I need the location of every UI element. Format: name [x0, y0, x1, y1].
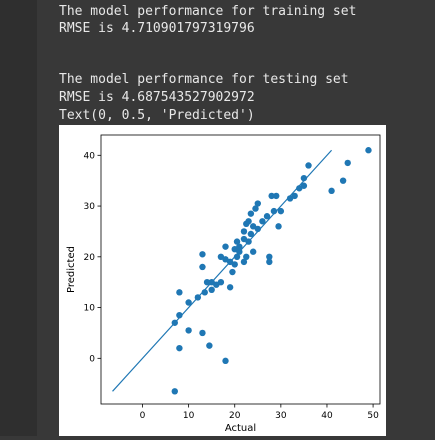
scatter-point [217, 278, 225, 286]
scatter-point [252, 205, 259, 212]
scatter-point [233, 238, 241, 245]
scatter-point [270, 207, 278, 215]
scatter-point [226, 284, 234, 291]
scatter-point [247, 210, 255, 217]
scatter-point [229, 268, 236, 276]
cell-gutter [0, 0, 37, 436]
scatter-point [266, 258, 273, 266]
scatter-point [176, 311, 183, 319]
scatter-point [240, 258, 248, 266]
scatter-point [176, 344, 183, 352]
scatter-point [245, 238, 252, 245]
scatter-point [245, 218, 252, 225]
scatter-point [268, 192, 275, 200]
scatter-point [305, 162, 312, 169]
axes-frame [100, 134, 381, 405]
scatter-point [171, 319, 178, 326]
x-tick-label: 20 [229, 411, 241, 421]
output-line-text-repr: Text(0, 0.5, 'Predicted') [59, 108, 255, 123]
x-tick-label: 0 [140, 411, 146, 421]
y-axis-label: Predicted [66, 246, 77, 293]
scatter-point [231, 261, 238, 268]
y-tick-label: 30 [84, 202, 96, 212]
scatter-plot-figure: 0 10 20 30 40 50 0 10 20 30 40 Actual Predicted [59, 125, 386, 436]
x-tick-label: 50 [367, 411, 379, 421]
scatter-point [275, 223, 282, 230]
scatter-point [344, 159, 351, 167]
scatter-point [236, 243, 243, 250]
scatter-point [365, 147, 372, 154]
y-tick-label: 10 [84, 304, 96, 314]
scatter-point [206, 342, 213, 349]
scatter-point [199, 251, 206, 258]
scatter-point [291, 192, 298, 200]
scatter-point [249, 248, 257, 255]
output-line-testing-header: The model performance for testing set [59, 72, 349, 87]
scatter-point [203, 278, 211, 286]
scatter-point [222, 243, 229, 250]
scatter-point [339, 177, 347, 184]
output-line-training-rmse: RMSE is 4.710901797319796 [59, 21, 255, 36]
scatter-point [236, 248, 243, 255]
reference-line [112, 149, 333, 392]
scatter-point [176, 289, 183, 296]
x-tick-label: 40 [321, 411, 333, 421]
scatter-point [185, 299, 192, 306]
scatter-point [201, 289, 208, 296]
scatter-point [199, 263, 206, 271]
scatter-point [328, 187, 335, 195]
scatter-point [277, 207, 285, 215]
scatter-point [254, 225, 261, 233]
scatter-point [254, 200, 261, 207]
scatter-point [194, 294, 202, 301]
scatter-point [266, 253, 273, 261]
output-line-training-header: The model performance for training set [59, 4, 357, 19]
scatter-point [222, 357, 229, 365]
x-tick-label: 30 [275, 411, 287, 421]
scatter-point [233, 253, 241, 261]
scatter-point [273, 192, 280, 200]
scatter-point [185, 327, 192, 334]
y-tick-label: 0 [89, 354, 95, 364]
scatter-chart: 0 10 20 30 40 50 0 10 20 30 40 Actual Predicted [66, 134, 381, 434]
scatter-point [300, 174, 308, 182]
scatter-point [243, 253, 250, 261]
scatter-point [199, 329, 206, 337]
scatter-point [247, 230, 255, 238]
scatter-point [208, 286, 215, 294]
scatter-point [259, 218, 266, 225]
scatter-point [171, 388, 178, 395]
y-tick-label: 20 [84, 253, 96, 263]
output-line-testing-rmse: RMSE is 4.687543527902972 [59, 90, 255, 105]
scatter-point [240, 228, 248, 235]
x-tick-label: 10 [183, 411, 195, 421]
scatter-point [263, 213, 271, 220]
y-tick-label: 40 [84, 151, 96, 161]
scatter-point [300, 182, 308, 189]
x-axis-label: Actual [225, 423, 256, 434]
